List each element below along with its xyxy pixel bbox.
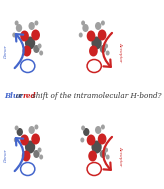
- Circle shape: [92, 36, 102, 50]
- Circle shape: [15, 125, 19, 130]
- Circle shape: [12, 33, 16, 37]
- Circle shape: [83, 128, 89, 136]
- Circle shape: [31, 29, 40, 40]
- Circle shape: [101, 125, 105, 129]
- Circle shape: [106, 50, 110, 56]
- Circle shape: [38, 147, 41, 153]
- Circle shape: [80, 138, 84, 143]
- Circle shape: [39, 50, 43, 56]
- Circle shape: [25, 140, 35, 153]
- Circle shape: [29, 126, 35, 134]
- Circle shape: [104, 43, 108, 49]
- Circle shape: [87, 135, 95, 146]
- Circle shape: [98, 29, 106, 40]
- Circle shape: [92, 140, 102, 153]
- Circle shape: [16, 24, 22, 32]
- Circle shape: [89, 46, 98, 57]
- Circle shape: [33, 45, 40, 53]
- Text: red: red: [23, 92, 37, 100]
- Circle shape: [100, 150, 106, 158]
- Circle shape: [95, 22, 101, 30]
- Circle shape: [38, 43, 41, 49]
- Text: Acceptor: Acceptor: [118, 146, 122, 166]
- Circle shape: [22, 150, 31, 161]
- Circle shape: [20, 30, 29, 42]
- Circle shape: [106, 154, 110, 160]
- Text: Blue: Blue: [4, 92, 23, 100]
- Text: or: or: [16, 92, 24, 100]
- Circle shape: [39, 154, 43, 160]
- Circle shape: [20, 135, 29, 146]
- FancyArrowPatch shape: [15, 34, 24, 68]
- Circle shape: [34, 125, 38, 129]
- Text: Donor: Donor: [4, 149, 8, 163]
- Circle shape: [29, 22, 35, 30]
- Text: Donor: Donor: [4, 46, 8, 59]
- Circle shape: [15, 20, 19, 26]
- Circle shape: [34, 20, 38, 26]
- Circle shape: [81, 125, 85, 130]
- Circle shape: [88, 150, 97, 161]
- Circle shape: [100, 45, 106, 53]
- Text: shift of the intramolecular H-bond?: shift of the intramolecular H-bond?: [32, 92, 162, 100]
- Circle shape: [98, 133, 106, 145]
- Circle shape: [14, 138, 18, 143]
- Circle shape: [33, 150, 40, 158]
- FancyArrowPatch shape: [15, 138, 23, 171]
- Text: Acceptor: Acceptor: [118, 43, 122, 63]
- Circle shape: [95, 126, 101, 134]
- Circle shape: [87, 30, 95, 42]
- FancyArrowPatch shape: [103, 137, 112, 170]
- Circle shape: [101, 20, 105, 26]
- Circle shape: [79, 33, 83, 37]
- Circle shape: [82, 24, 89, 32]
- Circle shape: [25, 36, 35, 50]
- FancyArrowPatch shape: [103, 33, 112, 67]
- Circle shape: [81, 20, 85, 26]
- Circle shape: [23, 46, 31, 57]
- Circle shape: [104, 147, 108, 153]
- Circle shape: [31, 133, 40, 145]
- Circle shape: [17, 128, 23, 136]
